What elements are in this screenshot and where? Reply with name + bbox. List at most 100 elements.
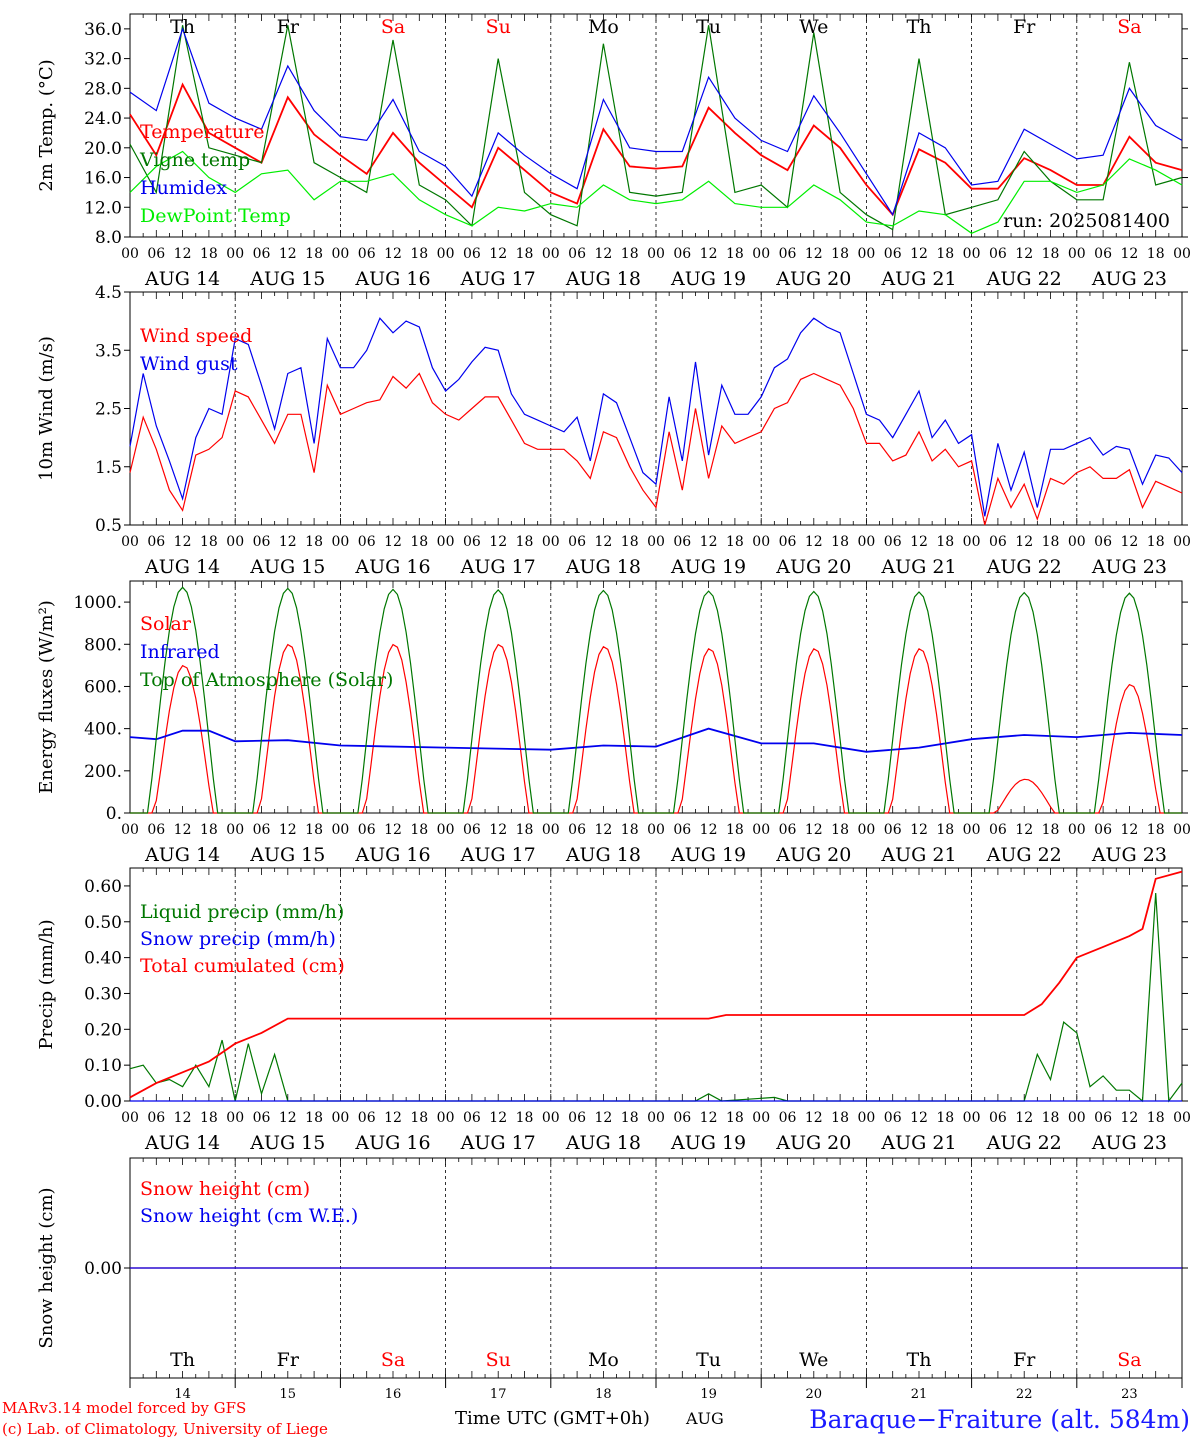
y-tick-label: 0.00 (84, 1092, 122, 1112)
hour-tick-label: 12 (174, 246, 192, 262)
hour-tick-label: 00 (963, 534, 981, 550)
y-axis-label: 10m Wind (m/s) (36, 336, 57, 481)
y-tick-label: 600. (84, 677, 122, 697)
date-label: AUG 21 (880, 556, 956, 578)
series-line-humidex (129, 27, 1183, 217)
hour-tick-label: 18 (936, 822, 954, 838)
day-of-week-label: Th (170, 16, 195, 38)
hour-tick-label: 12 (489, 1110, 507, 1126)
hour-tick-label: 06 (1094, 246, 1112, 262)
y-tick-label: 0.40 (84, 949, 122, 969)
hour-tick-label: 18 (410, 246, 428, 262)
date-label: AUG 23 (1091, 556, 1167, 578)
y-tick-label: 0.20 (84, 1020, 122, 1040)
hour-tick-label: 12 (700, 822, 718, 838)
date-label: AUG 19 (670, 268, 746, 290)
hour-tick-label: 12 (174, 534, 192, 550)
series-line-infrared (129, 727, 1183, 753)
hour-tick-label: 00 (331, 246, 349, 262)
hour-tick-label: 00 (437, 534, 455, 550)
hour-tick-label: 18 (516, 822, 534, 838)
date-label: AUG 14 (144, 1132, 220, 1154)
hour-tick-label: 00 (963, 1110, 981, 1126)
hour-tick-label: 12 (384, 246, 402, 262)
hour-tick-label: 06 (673, 1110, 691, 1126)
date-label: AUG 15 (249, 1132, 325, 1154)
hour-tick-label: 12 (1015, 246, 1033, 262)
hour-tick-label: 18 (621, 822, 639, 838)
hour-tick-label: 18 (516, 534, 534, 550)
legend-entry: Snow height (cm) (140, 1178, 310, 1200)
date-label: AUG 14 (144, 844, 220, 866)
date-label: AUG 19 (670, 1132, 746, 1154)
hour-tick-label: 18 (726, 534, 744, 550)
hour-tick-label: 12 (1015, 1110, 1033, 1126)
hour-tick-label: 12 (594, 246, 612, 262)
hour-tick-label: 12 (594, 822, 612, 838)
date-label: AUG 14 (144, 268, 220, 290)
series-line-vigne-temp (129, 25, 1183, 231)
hour-tick-label: 18 (831, 1110, 849, 1126)
day-number-label: 16 (385, 1387, 402, 1402)
hour-tick-label: 12 (384, 822, 402, 838)
y-tick-label: 0. (106, 804, 122, 824)
hour-tick-label: 18 (305, 534, 323, 550)
hour-tick-label: 06 (463, 822, 481, 838)
y-tick-label: 4.5 (95, 283, 122, 303)
hour-tick-label: 06 (358, 1110, 376, 1126)
hour-tick-label: 18 (621, 534, 639, 550)
hour-tick-label: 00 (226, 534, 244, 550)
hour-tick-label: 18 (831, 246, 849, 262)
hour-tick-label: 00 (121, 534, 139, 550)
y-tick-label: 800. (84, 635, 122, 655)
hour-tick-label: 12 (1015, 822, 1033, 838)
hour-tick-label: 00 (647, 1110, 665, 1126)
series-line-top-of-atmosphere-solar- (130, 586, 1182, 814)
y-axis-label: Precip (mm/h) (36, 919, 57, 1049)
legend-entry: DewPoint Temp (140, 205, 291, 227)
legend-entry: Temperature (140, 121, 264, 143)
legend-entry: Liquid precip (mm/h) (140, 901, 344, 923)
day-of-week-label: Th (907, 1349, 932, 1371)
hour-tick-label: 00 (1173, 1110, 1191, 1126)
day-of-week-label: Mo (588, 16, 619, 38)
y-tick-label: 0.5 (95, 516, 122, 536)
hour-tick-label: 18 (516, 1110, 534, 1126)
hour-tick-label: 12 (805, 246, 823, 262)
hour-tick-label: 00 (226, 822, 244, 838)
time-axis-label: Time UTC (GMT+0h) (455, 1408, 650, 1429)
hour-tick-label: 00 (331, 822, 349, 838)
hour-tick-label: 12 (489, 822, 507, 838)
hour-tick-label: 12 (1015, 534, 1033, 550)
hour-tick-label: 06 (1094, 822, 1112, 838)
series-line-wind-speed (129, 372, 1183, 526)
hour-tick-label: 06 (253, 534, 271, 550)
hour-tick-label: 18 (1147, 1110, 1165, 1126)
hour-tick-label: 18 (1042, 1110, 1060, 1126)
hour-tick-label: 06 (989, 246, 1007, 262)
date-label: AUG 15 (249, 268, 325, 290)
date-label: AUG 20 (775, 556, 851, 578)
hour-tick-label: 12 (279, 246, 297, 262)
hour-tick-label: 18 (726, 822, 744, 838)
hour-tick-label: 06 (358, 822, 376, 838)
hour-tick-label: 00 (752, 1110, 770, 1126)
legend-entry: Vigne temp (139, 149, 250, 171)
y-tick-label: 1000. (73, 593, 122, 613)
hour-tick-label: 12 (700, 246, 718, 262)
hour-tick-label: 06 (463, 534, 481, 550)
hour-tick-label: 00 (1173, 822, 1191, 838)
hour-tick-label: 18 (1147, 534, 1165, 550)
hour-tick-label: 00 (963, 246, 981, 262)
hour-tick-label: 00 (1068, 1110, 1086, 1126)
hour-tick-label: 18 (1147, 246, 1165, 262)
hour-tick-label: 06 (358, 246, 376, 262)
hour-tick-label: 06 (989, 822, 1007, 838)
hour-tick-label: 00 (1068, 534, 1086, 550)
hour-tick-label: 00 (857, 534, 875, 550)
panel-4: 0.00 0.10 0.20 0.30 0.40 0.50 0.60 Precip (mm/h… (36, 867, 1191, 1154)
hour-tick-label: 12 (805, 534, 823, 550)
hour-tick-label: 18 (831, 822, 849, 838)
hour-tick-label: 12 (805, 822, 823, 838)
hour-tick-label: 00 (1173, 246, 1191, 262)
